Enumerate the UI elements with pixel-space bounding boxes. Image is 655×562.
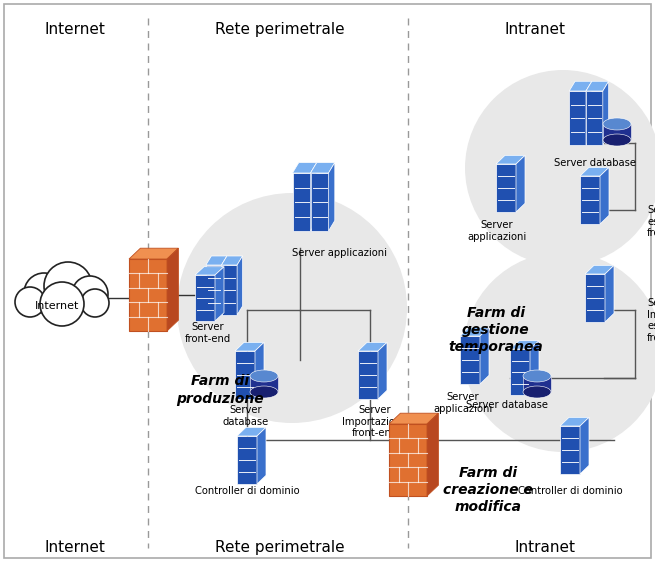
Text: Intranet: Intranet xyxy=(504,22,565,37)
Text: Server
front-end: Server front-end xyxy=(185,322,231,343)
Text: Server
applicazioni: Server applicazioni xyxy=(468,220,527,242)
Text: Controller di dominio: Controller di dominio xyxy=(195,486,299,496)
Polygon shape xyxy=(600,167,609,224)
Polygon shape xyxy=(237,256,242,315)
Circle shape xyxy=(463,252,655,452)
Polygon shape xyxy=(427,413,438,496)
Ellipse shape xyxy=(523,386,551,398)
Polygon shape xyxy=(510,349,530,395)
Text: Server database: Server database xyxy=(554,158,636,168)
Polygon shape xyxy=(129,259,167,331)
Polygon shape xyxy=(585,265,614,274)
Polygon shape xyxy=(460,327,489,336)
Circle shape xyxy=(40,282,84,326)
Polygon shape xyxy=(480,327,489,384)
Polygon shape xyxy=(257,427,266,484)
Polygon shape xyxy=(389,424,427,496)
Text: Server database: Server database xyxy=(466,400,548,410)
Text: Server
Importazione
front-end: Server Importazione front-end xyxy=(343,405,407,438)
Text: Server
applicazioni: Server applicazioni xyxy=(434,392,493,414)
Text: Server applicazioni: Server applicazioni xyxy=(293,248,388,258)
Polygon shape xyxy=(221,265,237,315)
Text: Internet: Internet xyxy=(45,22,105,37)
Polygon shape xyxy=(293,173,310,231)
Polygon shape xyxy=(221,256,227,315)
Polygon shape xyxy=(206,256,227,265)
Polygon shape xyxy=(310,173,329,231)
Polygon shape xyxy=(580,418,589,474)
Polygon shape xyxy=(530,341,539,395)
Circle shape xyxy=(24,273,64,313)
Polygon shape xyxy=(586,91,603,145)
Polygon shape xyxy=(235,342,264,351)
Polygon shape xyxy=(237,436,257,484)
Polygon shape xyxy=(255,342,264,399)
Polygon shape xyxy=(585,274,605,322)
Polygon shape xyxy=(569,91,586,145)
Text: Internet: Internet xyxy=(45,540,105,555)
Polygon shape xyxy=(496,164,516,212)
Text: Farm di
creazione e
modifica: Farm di creazione e modifica xyxy=(443,466,533,514)
Polygon shape xyxy=(310,162,317,231)
Polygon shape xyxy=(358,351,378,399)
Polygon shape xyxy=(237,427,266,436)
Text: Rete perimetrale: Rete perimetrale xyxy=(215,22,345,37)
Polygon shape xyxy=(221,256,242,265)
Polygon shape xyxy=(293,162,317,173)
Polygon shape xyxy=(358,342,387,351)
Text: Server
esportazione
front-end: Server esportazione front-end xyxy=(647,205,655,238)
Polygon shape xyxy=(24,296,100,324)
Polygon shape xyxy=(206,265,221,315)
Polygon shape xyxy=(460,336,480,384)
Text: Server
database: Server database xyxy=(223,405,269,427)
Polygon shape xyxy=(195,275,215,321)
Circle shape xyxy=(72,276,108,312)
Polygon shape xyxy=(603,124,631,140)
Polygon shape xyxy=(496,155,525,164)
Polygon shape xyxy=(586,81,592,145)
Polygon shape xyxy=(235,351,255,399)
Circle shape xyxy=(44,262,92,310)
Polygon shape xyxy=(510,341,539,349)
Polygon shape xyxy=(516,155,525,212)
Ellipse shape xyxy=(603,118,631,130)
Polygon shape xyxy=(605,265,614,322)
Text: Intranet: Intranet xyxy=(514,540,576,555)
Polygon shape xyxy=(378,342,387,399)
Polygon shape xyxy=(560,426,580,474)
Polygon shape xyxy=(580,167,609,176)
Ellipse shape xyxy=(250,370,278,382)
Text: Server
Importazione/
esportazione
front-end: Server Importazione/ esportazione front-… xyxy=(647,298,655,343)
Ellipse shape xyxy=(250,386,278,398)
Polygon shape xyxy=(215,267,224,321)
Polygon shape xyxy=(329,162,335,231)
Polygon shape xyxy=(250,376,278,392)
Polygon shape xyxy=(523,376,551,392)
Polygon shape xyxy=(389,413,438,424)
Polygon shape xyxy=(195,267,224,275)
Polygon shape xyxy=(129,248,178,259)
Polygon shape xyxy=(586,81,608,91)
Text: Internet: Internet xyxy=(35,301,79,311)
Text: Controller di dominio: Controller di dominio xyxy=(517,486,622,496)
Ellipse shape xyxy=(523,370,551,382)
Ellipse shape xyxy=(603,134,631,146)
Polygon shape xyxy=(580,176,600,224)
Polygon shape xyxy=(560,418,589,426)
Text: Farm di
gestione
temporanea: Farm di gestione temporanea xyxy=(449,306,544,354)
Text: Farm di
produzione: Farm di produzione xyxy=(176,374,264,406)
Text: Rete perimetrale: Rete perimetrale xyxy=(215,540,345,555)
Circle shape xyxy=(177,193,407,423)
Circle shape xyxy=(15,287,45,317)
Polygon shape xyxy=(167,248,178,331)
Polygon shape xyxy=(310,162,335,173)
Polygon shape xyxy=(569,81,592,91)
FancyBboxPatch shape xyxy=(4,4,651,558)
Circle shape xyxy=(81,289,109,317)
Circle shape xyxy=(465,70,655,266)
Polygon shape xyxy=(603,81,608,145)
